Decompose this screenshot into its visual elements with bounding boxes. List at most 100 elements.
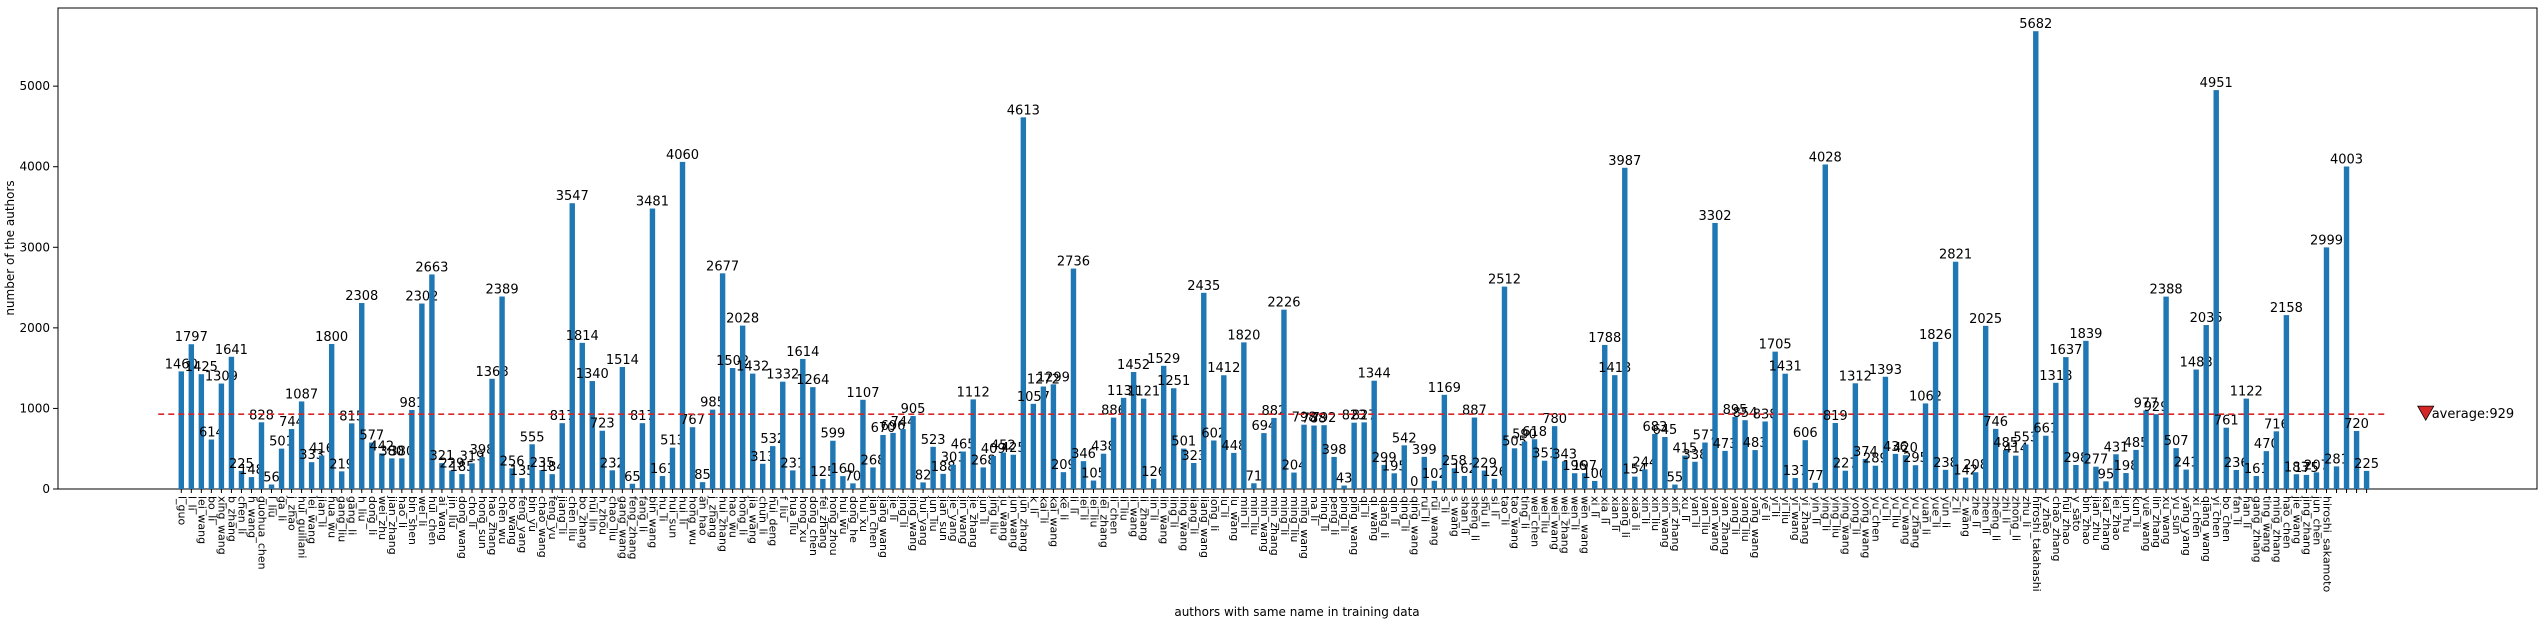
y-tick-label: 4000 — [19, 160, 50, 174]
bar — [960, 451, 966, 489]
x-tick-label: hui_lin — [586, 496, 599, 532]
bar — [1261, 433, 1267, 489]
x-tick-label: zhu_li — [2020, 496, 2033, 527]
x-tick-label: yue_wang — [2140, 496, 2153, 551]
value-label: 501 — [269, 435, 294, 450]
x-tick-label: jun_chen — [2310, 495, 2323, 545]
x-tick-label: lin_li — [1148, 496, 1161, 521]
bar — [870, 467, 876, 489]
bar — [1201, 292, 1207, 489]
x-tick-label: hiroshi_takahashi — [2030, 496, 2043, 592]
x-tick-label: kai_zhang — [2100, 496, 2113, 551]
x-tick-label: yi_wang — [1789, 496, 1802, 541]
value-label: 817 — [550, 409, 575, 424]
bar — [2203, 325, 2209, 489]
x-tick-label: li_li — [1067, 496, 1080, 514]
value-label: 244 — [1632, 455, 1657, 470]
x-tick-label: xing_wang — [215, 496, 228, 555]
bar — [1752, 450, 1758, 489]
bar — [1732, 416, 1738, 489]
x-tick-label: cho_li — [466, 496, 479, 527]
bar — [549, 474, 555, 489]
value-label: 225 — [2354, 457, 2379, 472]
x-tick-label: qiang_wang — [2200, 496, 2213, 562]
value-label: 1169 — [1428, 381, 1461, 396]
value-label: 1107 — [846, 386, 879, 401]
x-tick-label: xin_liu — [1649, 496, 1662, 531]
x-tick-label: chen_liu — [566, 496, 579, 541]
bar — [1932, 341, 1939, 489]
x-tick-label: xi_chen — [2190, 496, 2203, 538]
value-label: 929 — [2144, 400, 2169, 415]
bar — [2233, 469, 2239, 489]
bar — [1902, 455, 1909, 489]
x-tick-label: dong_chen — [807, 496, 820, 556]
x-tick-label: bo_wang — [506, 496, 519, 545]
x-tick-label: wei_wang — [1549, 496, 1562, 550]
value-label: 1344 — [1358, 367, 1391, 382]
bar — [790, 470, 796, 489]
value-label: 1087 — [285, 387, 318, 402]
value-label: 683 — [1642, 420, 1667, 435]
bar — [1281, 309, 1287, 489]
value-label: 142 — [1953, 464, 1978, 479]
bar — [1632, 476, 1638, 489]
x-tick-label: zhong_li — [2010, 496, 2023, 541]
x-tick-label: lei_zhang — [1098, 496, 1111, 548]
x-tick-label: yi_li — [1769, 496, 1782, 517]
bar — [258, 422, 265, 489]
x-tick-label: jing_liu — [987, 495, 1000, 535]
bar — [970, 399, 976, 489]
x-tick-label: wei_liu — [1539, 496, 1552, 533]
value-label: 268 — [971, 453, 996, 468]
bar — [1972, 472, 1979, 489]
value-label: 55 — [1667, 471, 1684, 486]
bar — [1602, 344, 1608, 489]
x-tick-label: ting_li — [1519, 496, 1532, 529]
bar — [739, 325, 746, 489]
bar — [1682, 455, 1688, 489]
x-tick-label: hu_li — [656, 496, 669, 522]
value-label: 351 — [1532, 447, 1557, 462]
value-label: 4003 — [2330, 152, 2363, 167]
x-tick-label: hao_zhang — [486, 496, 499, 555]
bar — [2133, 449, 2139, 489]
value-label: 1412 — [1207, 361, 1240, 376]
x-tick-label: jing_wang — [907, 495, 920, 551]
x-tick-label: lei_wang — [195, 496, 208, 544]
x-tick-label: hui_zhao — [2060, 496, 2073, 545]
value-label: 723 — [590, 417, 615, 432]
value-label: 2663 — [415, 260, 448, 275]
bar — [2013, 455, 2019, 489]
x-tick-label: ga_li — [276, 496, 289, 521]
x-tick-label: fang_li — [636, 496, 649, 532]
value-label: 823 — [1342, 409, 1367, 424]
value-label: 465 — [951, 438, 976, 453]
bar — [2283, 315, 2290, 489]
value-label: 2388 — [2150, 283, 2183, 298]
x-tick-label: l_guo — [175, 496, 188, 526]
value-label: 1800 — [315, 330, 348, 345]
bar — [1912, 465, 1919, 489]
bar — [890, 432, 896, 489]
bar — [1652, 433, 1658, 489]
value-label: 398 — [470, 443, 495, 458]
x-tick-label: hao_chen — [2280, 496, 2293, 549]
value-label: 905 — [901, 402, 926, 417]
bar — [619, 367, 626, 489]
value-label: 1820 — [1227, 328, 1260, 343]
x-tick-label: yu_liu — [1889, 496, 1902, 528]
bar — [1832, 423, 1839, 489]
value-label: 235 — [530, 456, 555, 471]
value-label: 645 — [1652, 423, 1677, 438]
x-tick-label: shu_li — [1478, 496, 1491, 527]
value-label: 162 — [1452, 462, 1477, 477]
bar — [1030, 403, 1037, 489]
x-tick-label: xu_li — [1679, 496, 1692, 521]
bar — [1622, 167, 1628, 489]
value-label: 148 — [239, 463, 264, 478]
x-tick-label: feng_zhang — [626, 496, 639, 560]
value-label: 102 — [1422, 467, 1447, 482]
value-label: 828 — [249, 408, 274, 423]
bar — [1822, 164, 1828, 489]
